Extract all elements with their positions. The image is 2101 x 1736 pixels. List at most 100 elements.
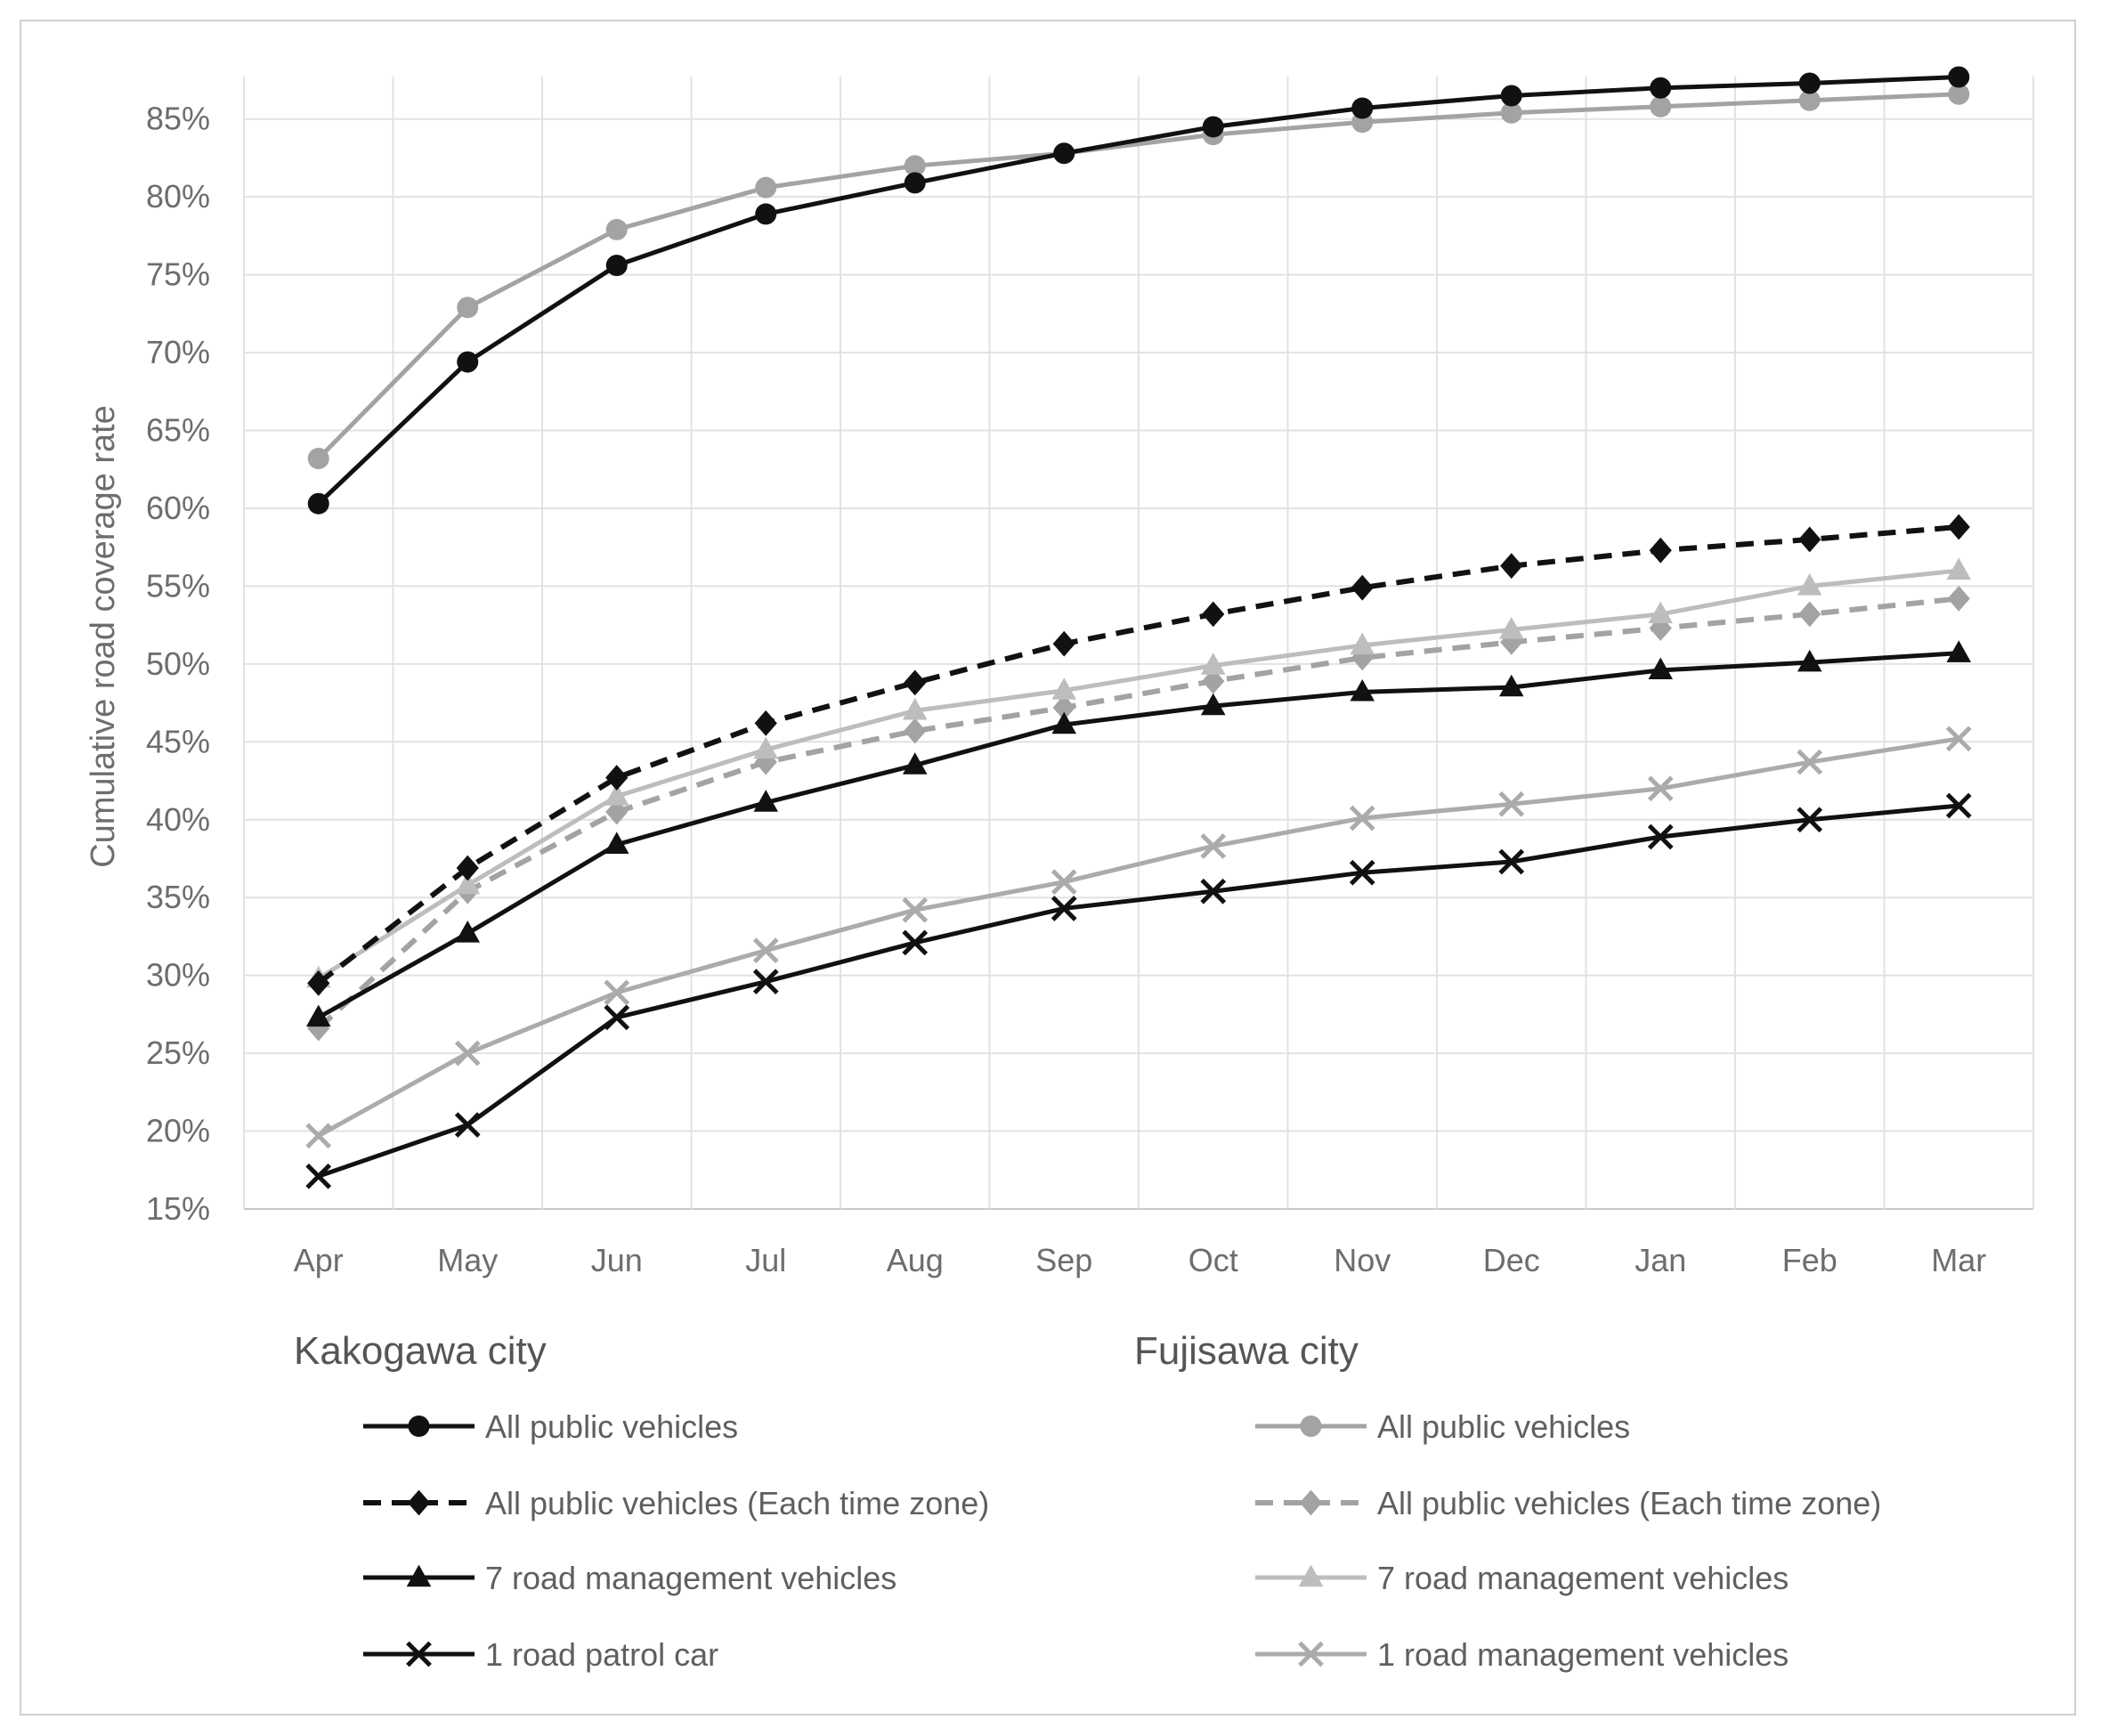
data-point <box>904 172 926 194</box>
data-point <box>1200 833 1227 859</box>
legend-group-fujisawa: Fujisawa city <box>1134 1329 1359 1373</box>
y-tick-label: 35% <box>146 879 210 915</box>
data-point <box>305 1004 331 1027</box>
data-point <box>1948 83 1970 105</box>
data-point <box>1947 586 1970 612</box>
data-point <box>902 697 928 720</box>
x-tick-label: Nov <box>1334 1242 1391 1278</box>
data-point <box>307 970 330 996</box>
y-tick-label: 25% <box>146 1034 210 1071</box>
series-line <box>317 803 1959 1179</box>
data-point-stroke <box>1797 749 1823 775</box>
y-tick-label: 60% <box>146 490 210 526</box>
data-point <box>1797 807 1823 833</box>
data-point <box>455 872 481 895</box>
data-point <box>307 447 329 469</box>
data-point-stroke <box>1797 807 1823 833</box>
data-point <box>1300 1416 1322 1437</box>
data-point <box>1202 601 1225 628</box>
data-point <box>456 855 479 881</box>
x-tick-label: Jun <box>591 1242 643 1278</box>
series-kakogawa-circle <box>307 66 1970 515</box>
data-point-stroke <box>1050 869 1077 896</box>
data-point <box>1498 616 1524 639</box>
legend-entry: 1 road management vehicles <box>1255 1636 1789 1673</box>
data-point-stroke <box>1298 1641 1324 1667</box>
data-point <box>1050 869 1077 896</box>
y-tick-label: 55% <box>146 567 210 604</box>
legend-label: 1 road management vehicles <box>1377 1636 1789 1673</box>
data-point <box>604 979 630 1006</box>
data-point <box>1797 749 1823 775</box>
data-point <box>904 718 927 744</box>
data-point <box>1299 1489 1323 1516</box>
series-kakogawa-diamond <box>307 514 1970 996</box>
data-point <box>1202 116 1224 138</box>
y-tick-label: 85% <box>146 101 210 137</box>
x-tick-label: Oct <box>1188 1242 1238 1278</box>
legend-label: All public vehicles (Each time zone) <box>1377 1485 1881 1521</box>
data-point <box>406 1641 432 1667</box>
data-point <box>1947 514 1970 540</box>
data-point <box>457 296 479 319</box>
x-tick-label: Jul <box>745 1242 786 1278</box>
data-point <box>1498 791 1525 817</box>
data-point <box>604 1004 630 1031</box>
data-point <box>755 203 777 225</box>
data-point <box>1051 677 1077 700</box>
data-point-stroke <box>1647 823 1674 850</box>
data-point <box>1945 726 1972 752</box>
data-point <box>1350 678 1375 702</box>
x-tick-label: Apr <box>294 1242 344 1278</box>
data-point <box>1500 553 1523 580</box>
data-point <box>1052 630 1075 657</box>
data-point <box>902 752 928 775</box>
data-point-stroke <box>305 1123 332 1149</box>
data-point <box>902 929 929 956</box>
plot-area <box>305 66 1972 1189</box>
data-point <box>454 1040 481 1067</box>
x-tick-label: Jan <box>1635 1242 1686 1278</box>
series-line <box>316 92 1959 460</box>
data-point <box>454 1112 481 1138</box>
series-kakogawa-triangle <box>305 640 1972 1027</box>
data-point <box>1351 574 1374 601</box>
y-tick-label: 80% <box>146 178 210 215</box>
data-point <box>1945 792 1972 819</box>
data-point <box>1202 668 1225 694</box>
data-point-stroke <box>752 937 779 964</box>
legend-entry: All public vehicles <box>363 1408 738 1445</box>
data-point <box>1498 674 1524 697</box>
data-point-stroke <box>902 896 929 923</box>
data-point <box>755 176 777 199</box>
data-point <box>307 492 329 515</box>
legend-entry: 1 road patrol car <box>363 1636 718 1673</box>
x-axis-ticks: Apr May Jun Jul Aug Sep Oct Nov Dec Jan Feb Mar <box>294 1242 1987 1278</box>
y-tick-label: 75% <box>146 256 210 293</box>
data-point-stroke <box>604 979 630 1006</box>
data-point <box>1648 657 1674 680</box>
data-point-stroke <box>1349 805 1375 831</box>
data-point <box>605 218 628 240</box>
y-axis-label: Cumulative road coverage rate <box>85 405 122 868</box>
data-point <box>1298 1564 1324 1587</box>
data-point-stroke <box>1945 726 1972 752</box>
data-point <box>1298 1641 1324 1667</box>
legend-label: 1 road patrol car <box>485 1636 718 1673</box>
data-point <box>1797 573 1822 596</box>
series-fujisawa-triangle <box>305 557 1972 988</box>
x-tick-label: Feb <box>1782 1242 1837 1278</box>
y-tick-label: 30% <box>146 957 210 994</box>
y-tick-label: 45% <box>146 723 210 759</box>
data-point <box>1349 859 1375 886</box>
data-point-stroke <box>1200 833 1227 859</box>
data-point <box>1200 878 1227 905</box>
data-point <box>1798 72 1821 94</box>
y-tick-label: 65% <box>146 412 210 449</box>
legend-entry: All public vehicles (Each time zone) <box>1255 1485 1881 1521</box>
data-point-stroke <box>752 969 779 995</box>
data-point <box>605 765 629 791</box>
data-point <box>1200 653 1226 675</box>
data-point <box>406 1564 432 1587</box>
